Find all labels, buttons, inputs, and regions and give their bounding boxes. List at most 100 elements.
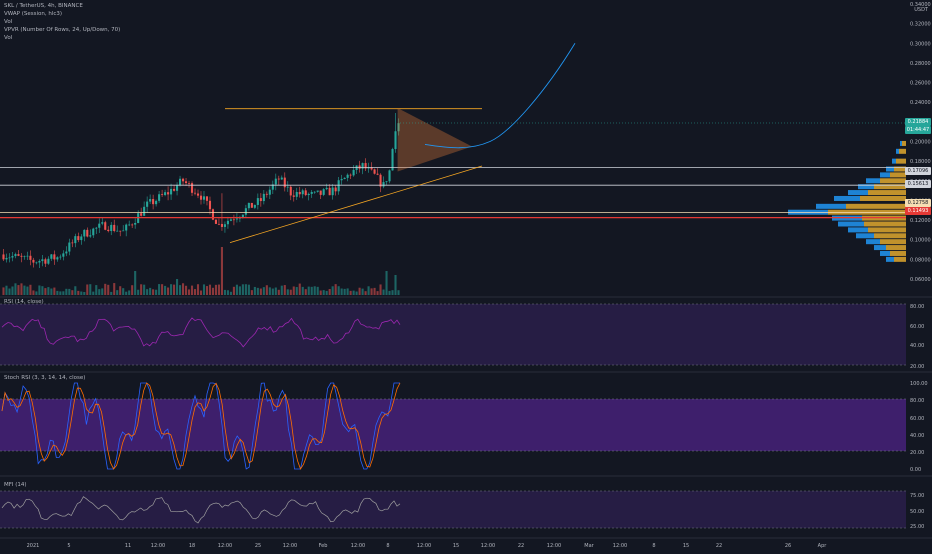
volume-bar xyxy=(379,284,382,295)
last-price-badge: 0.21884 xyxy=(905,118,931,126)
volume-bar xyxy=(238,286,241,295)
candle-body xyxy=(44,259,47,264)
stoch-band-bg xyxy=(0,399,906,451)
candle-body xyxy=(208,200,212,210)
candle-body xyxy=(262,193,265,202)
legend-vpvr: VPVR (Number Of Rows, 24, Up/Down, 70) xyxy=(4,27,121,33)
volume-bar xyxy=(32,290,35,295)
candle-body xyxy=(35,262,38,264)
volume-bar xyxy=(167,287,170,295)
volume-bar xyxy=(367,286,370,295)
volume-bar xyxy=(340,288,343,295)
candle-body xyxy=(214,219,218,224)
volume-bar xyxy=(8,288,11,295)
rsi-line xyxy=(1,317,401,348)
candle-body xyxy=(131,224,134,226)
volume-bar xyxy=(292,286,295,295)
candle-body xyxy=(158,194,161,201)
level-badge-3: 0.12758 xyxy=(905,199,931,207)
volume-bar xyxy=(38,285,41,295)
candle-body xyxy=(14,254,17,257)
vpvr-up-bar xyxy=(874,245,886,251)
candle-body xyxy=(247,202,250,209)
candle-body xyxy=(11,256,14,258)
volume-bar xyxy=(23,285,26,295)
volume-bar xyxy=(316,286,319,295)
rsi-axis-tick: 40.00 xyxy=(910,343,924,349)
volume-bar xyxy=(143,284,146,295)
volume-bar xyxy=(226,290,229,295)
volume-bar xyxy=(50,288,53,295)
volume-bar xyxy=(116,290,119,295)
candle-body xyxy=(98,223,101,228)
volume-bar xyxy=(56,290,59,295)
price-axis-tick: 0.12000 xyxy=(910,218,931,224)
pennant-shape xyxy=(397,108,473,172)
volume-bar xyxy=(125,291,128,295)
vpvr-down-bar xyxy=(864,221,906,227)
candle-body xyxy=(316,190,319,192)
time-axis-label: 12:00 xyxy=(151,543,165,549)
candle-body xyxy=(373,169,376,174)
volume-bar xyxy=(364,291,367,295)
candle-body xyxy=(301,190,304,195)
volume-bar xyxy=(244,284,247,295)
vpvr-down-bar xyxy=(890,250,906,256)
candle-body xyxy=(62,253,65,257)
candle-body xyxy=(268,189,271,195)
mfi-axis-tick: 75.00 xyxy=(910,493,924,499)
candle-body xyxy=(298,191,301,195)
candle-body xyxy=(334,187,337,192)
price-axis-tick: 0.20000 xyxy=(910,140,931,146)
candle-body xyxy=(397,123,400,132)
level-badge-4: 0.11493 xyxy=(905,207,931,215)
stoch-axis-tick: 20.00 xyxy=(910,450,924,456)
candle-body xyxy=(184,181,188,184)
candle-body xyxy=(8,257,11,259)
vpvr-up-bar xyxy=(900,140,902,146)
volume-group xyxy=(2,247,400,295)
candle-body xyxy=(32,259,35,263)
time-axis-label: 15 xyxy=(683,543,689,549)
volume-bar xyxy=(337,286,340,295)
volume-bar xyxy=(211,287,215,295)
vpvr-down-bar xyxy=(896,158,906,164)
volume-bar xyxy=(358,287,361,295)
vpvr-up-bar xyxy=(866,239,880,245)
candle-body xyxy=(122,230,125,232)
level-badge-1: 0.17096 xyxy=(905,167,931,175)
candle-body xyxy=(229,219,232,221)
candle-body xyxy=(226,220,229,225)
volume-bar xyxy=(77,290,80,295)
candle-body xyxy=(38,261,41,263)
volume-bar xyxy=(122,288,125,295)
candle-body xyxy=(385,181,388,183)
volume-bar xyxy=(328,288,331,295)
volume-bar xyxy=(199,290,203,295)
candle-body xyxy=(331,187,334,196)
candle-body xyxy=(146,201,149,207)
volume-bar xyxy=(331,286,334,295)
mfi-line xyxy=(1,496,401,524)
volume-bar xyxy=(268,287,271,295)
candle-body xyxy=(289,186,292,196)
volume-bar xyxy=(301,286,304,295)
price-axis-tick: 0.32000 xyxy=(910,22,931,28)
candle-body xyxy=(26,255,29,257)
volume-bar xyxy=(229,291,232,295)
volume-bar xyxy=(208,284,212,295)
candle-body xyxy=(271,184,274,190)
vpvr-down-bar xyxy=(890,172,906,178)
candle-body xyxy=(80,236,83,241)
candle-body xyxy=(337,180,340,192)
volume-bar xyxy=(232,286,235,295)
volume-bar xyxy=(20,283,23,295)
candle-body xyxy=(295,191,298,197)
time-axis-label: 25 xyxy=(255,543,261,549)
stoch-axis-tick: 80.00 xyxy=(910,398,924,404)
price-axis-tick: 0.08000 xyxy=(910,257,931,263)
vpvr-up-bar xyxy=(892,158,896,164)
volume-bar xyxy=(140,284,143,295)
